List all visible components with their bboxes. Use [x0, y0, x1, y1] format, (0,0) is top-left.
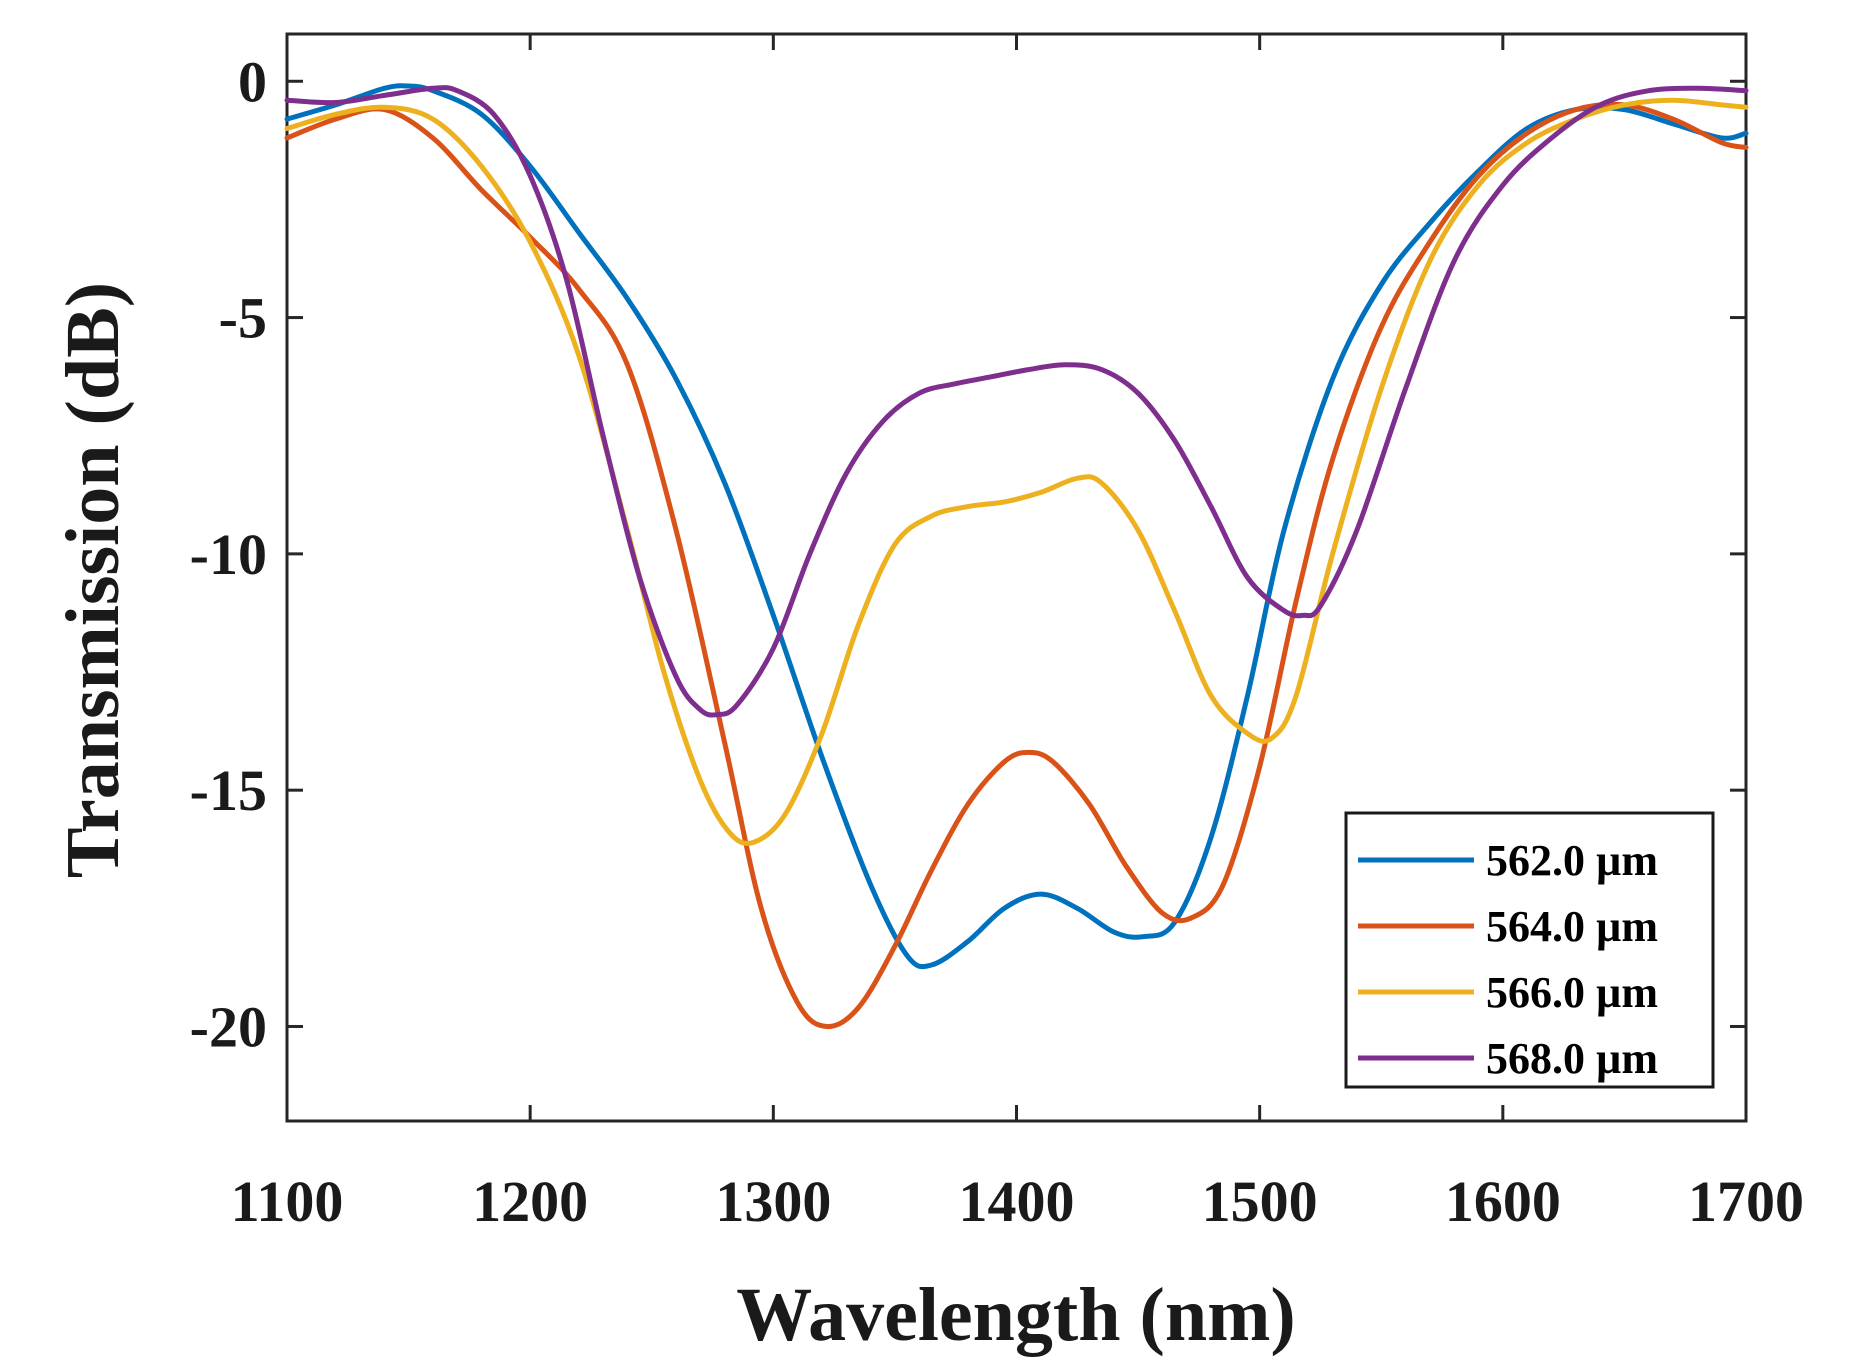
x-tick-label: 1500 — [1202, 1169, 1318, 1234]
legend-label: 568.0 µm — [1486, 1034, 1658, 1083]
series-layer — [284, 83, 1749, 1030]
x-tick-label: 1200 — [472, 1169, 588, 1234]
x-tick-label: 1600 — [1445, 1169, 1561, 1234]
ticks-layer — [285, 34, 1748, 1121]
y-tick-label: -20 — [190, 994, 267, 1059]
y-tick-labels: 0 -5 -10 -15 -20 — [190, 49, 267, 1059]
y-tick-label: -10 — [190, 522, 267, 587]
plot-area — [284, 32, 1749, 1123]
x-tick-label: 1400 — [959, 1169, 1075, 1234]
series-line-568-0-m — [284, 85, 1749, 718]
legend-items: 562.0 µm 564.0 µm 566.0 µm 568.0 µm — [1358, 836, 1658, 1083]
x-tick-labels: 1100 1200 1300 1400 1500 1600 1700 — [231, 1169, 1804, 1234]
series-line-564-0-m — [284, 101, 1749, 1030]
x-tick-label: 1700 — [1688, 1169, 1804, 1234]
y-tick-label: -15 — [190, 758, 267, 823]
y-tick-label: 0 — [238, 49, 267, 114]
x-tick-label: 1100 — [231, 1169, 344, 1234]
y-tick-label: -5 — [219, 286, 267, 351]
legend-label: 564.0 µm — [1486, 902, 1658, 951]
legend-label: 562.0 µm — [1486, 836, 1658, 885]
legend-label: 566.0 µm — [1486, 968, 1658, 1017]
series-line-566-0-m — [284, 97, 1749, 846]
x-axis-title: Wavelength (nm) — [736, 1273, 1295, 1357]
legend: 562.0 µm 564.0 µm 566.0 µm 568.0 µm — [1344, 811, 1715, 1089]
x-tick-label: 1300 — [715, 1169, 831, 1234]
series-line-562-0-m — [284, 83, 1749, 970]
y-axis-title: Transmission (dB) — [51, 282, 135, 878]
